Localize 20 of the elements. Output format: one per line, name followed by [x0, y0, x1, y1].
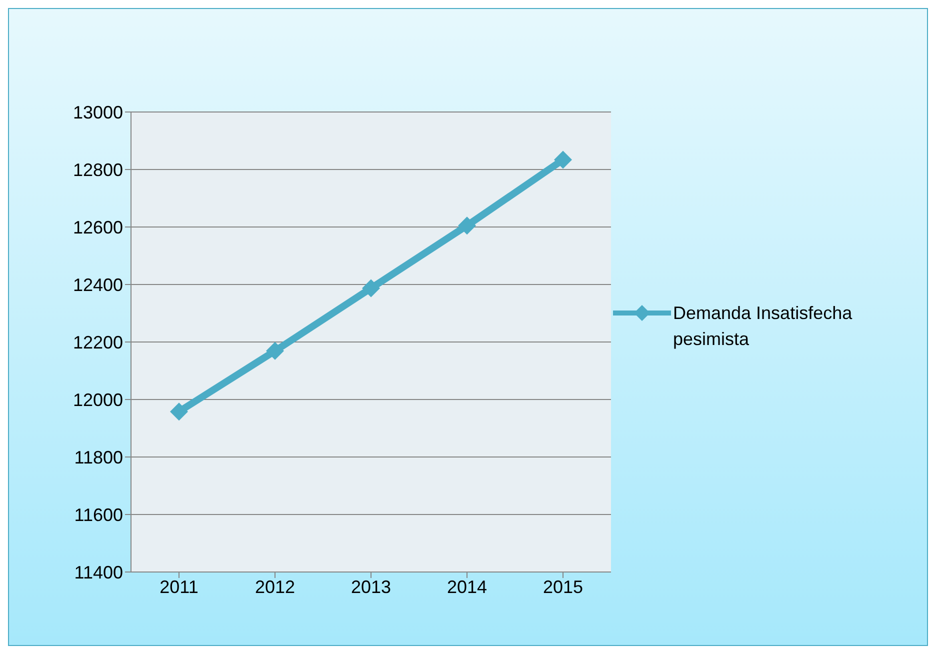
- y-tick-label: 11400: [74, 562, 123, 582]
- y-tick-label: 13000: [72, 102, 123, 122]
- x-tick-label: 2014: [446, 576, 488, 597]
- y-tick-label: 11600: [74, 504, 123, 525]
- y-tick-label: 11800: [74, 447, 123, 468]
- x-tick-label: 2012: [254, 576, 296, 597]
- y-tick-label: 12800: [72, 160, 123, 180]
- legend-label: Demanda Insatisfecha pesimista: [673, 302, 854, 351]
- y-tick-label: 12400: [72, 274, 123, 295]
- x-tick-label: 2011: [160, 576, 198, 597]
- point: [458, 216, 476, 235]
- point: [266, 342, 284, 360]
- x-tick-label: 2015: [542, 576, 584, 597]
- y-tick-label: 12000: [72, 390, 123, 410]
- point: [362, 279, 380, 298]
- x-tick-label: 2013: [350, 576, 392, 597]
- y-tick-label: 12200: [72, 332, 123, 352]
- point: [554, 150, 572, 169]
- point: [170, 402, 188, 421]
- y-tick-label: 12600: [72, 217, 123, 238]
